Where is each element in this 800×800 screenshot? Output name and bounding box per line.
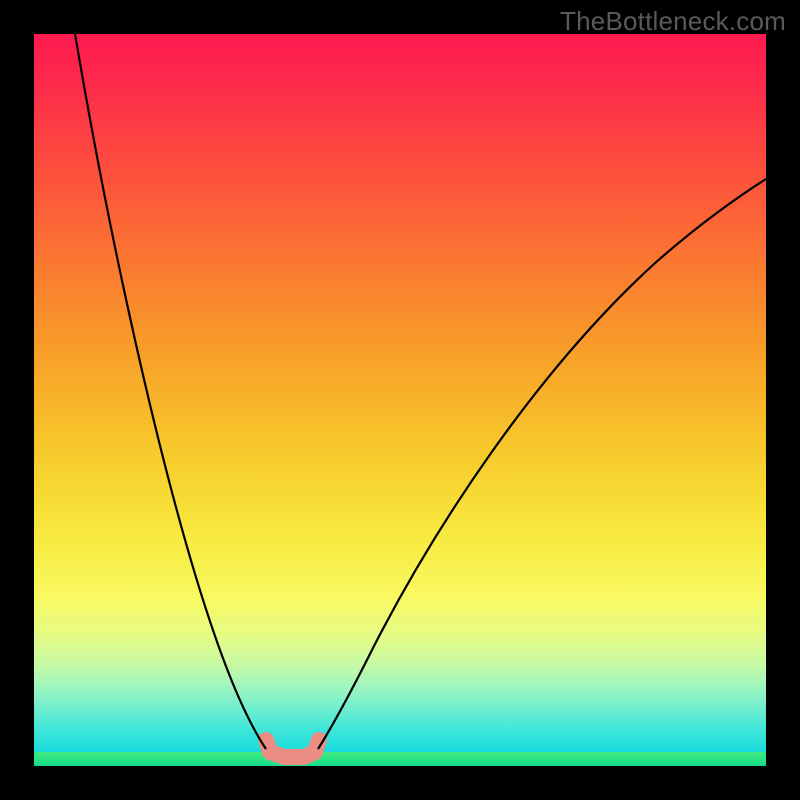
watermark-text: TheBottleneck.com (560, 6, 786, 37)
curve-left-branch (75, 34, 266, 749)
chart-plot-area (34, 34, 766, 766)
chart-curves-svg (34, 34, 766, 766)
curve-right-branch (318, 179, 766, 749)
curve-bottom-connector (266, 740, 319, 757)
